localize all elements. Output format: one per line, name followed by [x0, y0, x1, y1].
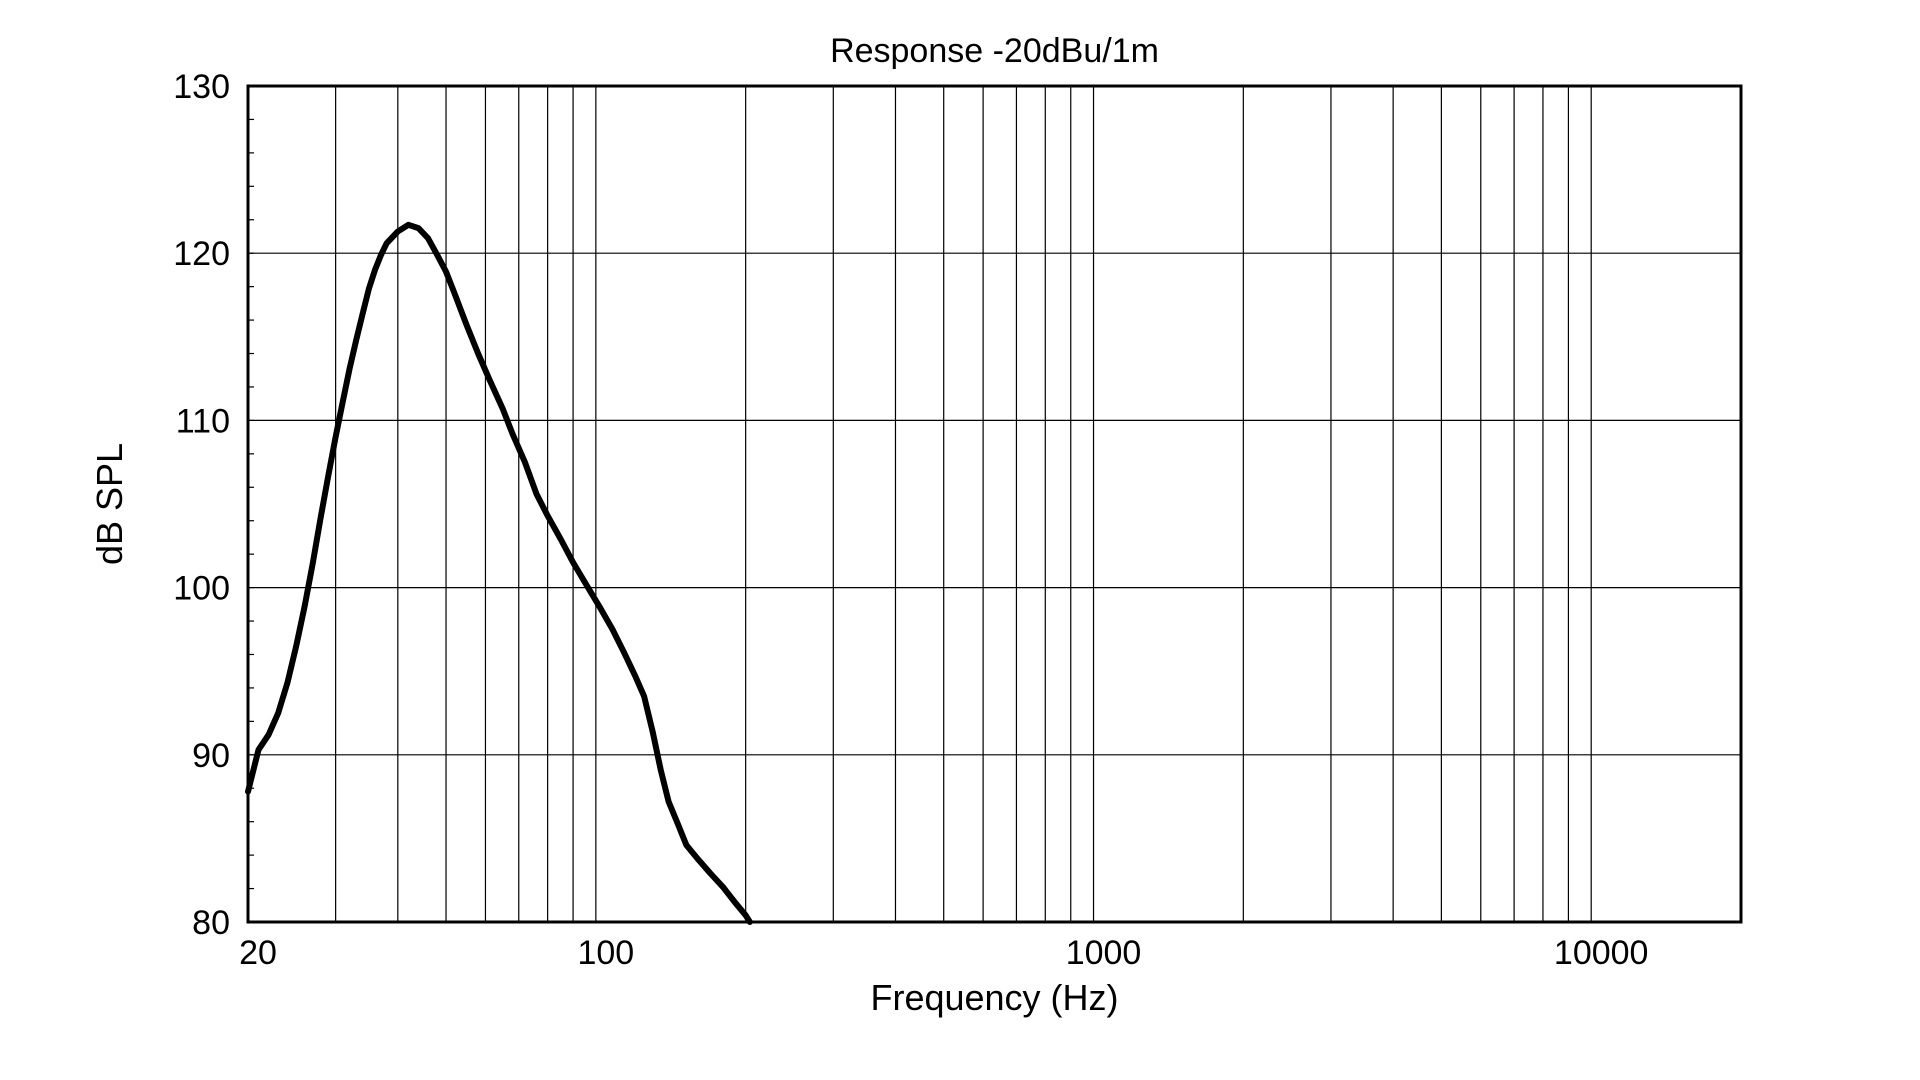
- y-axis-title: dB SPL: [89, 443, 130, 565]
- response-line: [245, 221, 753, 925]
- plot-frame: [246, 84, 1743, 924]
- y-tick-label: 120: [173, 235, 230, 273]
- x-tick-label: 1000: [1066, 934, 1142, 972]
- x-tick-label: 20: [239, 934, 277, 972]
- x-tick-label: 100: [577, 934, 634, 972]
- chart-title: Response -20dBu/1m: [830, 32, 1159, 70]
- x-axis-title: Frequency (Hz): [870, 977, 1118, 1018]
- y-tick-label: 130: [173, 68, 230, 106]
- tick-labels: 80 90 100 110 120 130 20 100 1000 10000: [173, 68, 1648, 972]
- x-tick-label: 10000: [1554, 934, 1649, 972]
- y-tick-label: 80: [192, 904, 230, 942]
- y-tick-label: 90: [192, 737, 230, 775]
- y-tick-label: 110: [176, 402, 230, 440]
- grid: [248, 85, 1741, 923]
- y-tick-label: 100: [173, 570, 230, 608]
